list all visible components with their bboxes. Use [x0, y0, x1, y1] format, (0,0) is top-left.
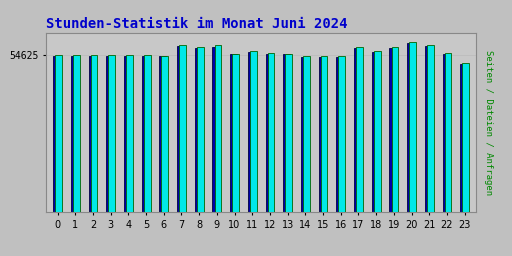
Bar	[318, 57, 325, 212]
Bar	[409, 42, 416, 212]
Bar	[462, 63, 469, 212]
Bar	[197, 47, 204, 212]
Bar	[354, 48, 361, 212]
Bar	[126, 55, 133, 212]
Bar	[230, 54, 237, 212]
Bar	[442, 54, 449, 212]
Bar	[106, 56, 113, 212]
Bar	[71, 56, 78, 212]
Bar	[53, 56, 60, 212]
Bar	[124, 56, 131, 212]
Bar	[212, 47, 219, 212]
Bar	[144, 55, 151, 212]
Bar	[372, 52, 378, 212]
Bar	[177, 46, 184, 212]
Bar	[392, 47, 398, 212]
Bar	[303, 56, 310, 212]
Bar	[232, 54, 239, 212]
Bar	[283, 54, 290, 212]
Bar	[248, 52, 254, 212]
Bar	[425, 46, 432, 212]
Bar	[338, 56, 345, 212]
Y-axis label: Seiten / Dateien / Anfragen: Seiten / Dateien / Anfragen	[484, 50, 494, 195]
Text: Stunden-Statistik im Monat Juni 2024: Stunden-Statistik im Monat Juni 2024	[46, 17, 348, 31]
Bar	[195, 48, 202, 212]
Bar	[142, 56, 148, 212]
Bar	[374, 51, 380, 212]
Bar	[407, 44, 414, 212]
Bar	[321, 56, 328, 212]
Bar	[285, 54, 292, 212]
Bar	[89, 56, 95, 212]
Bar	[161, 56, 168, 212]
Bar	[109, 55, 115, 212]
Bar	[301, 57, 308, 212]
Bar	[268, 53, 274, 212]
Bar	[73, 55, 80, 212]
Bar	[444, 53, 452, 212]
Bar	[215, 45, 221, 212]
Bar	[336, 57, 343, 212]
Bar	[460, 64, 467, 212]
Bar	[427, 45, 434, 212]
Bar	[266, 54, 272, 212]
Bar	[91, 55, 97, 212]
Bar	[55, 55, 62, 212]
Bar	[250, 51, 257, 212]
Bar	[390, 48, 396, 212]
Bar	[179, 45, 186, 212]
Bar	[159, 56, 166, 212]
Bar	[356, 47, 363, 212]
